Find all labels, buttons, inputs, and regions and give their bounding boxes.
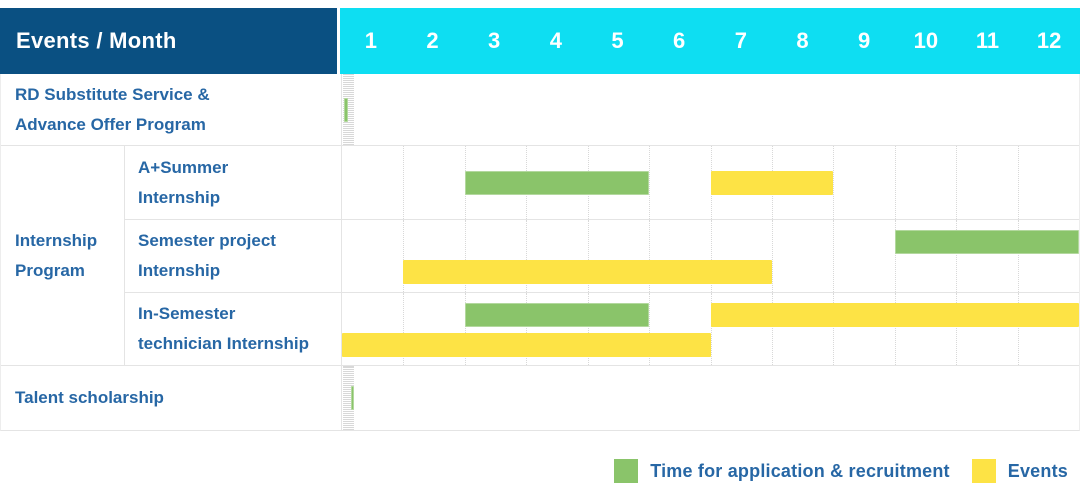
- gantt-section: RD Substitute Service & Advance Offer Pro…: [1, 74, 1079, 145]
- application-bar: [894, 230, 1079, 254]
- row-label: RD Substitute Service & Advance Offer Pro…: [15, 84, 210, 134]
- month-slot: [771, 220, 833, 292]
- month-slot: [342, 146, 403, 219]
- row-label: In-Semester technician Internship: [138, 304, 309, 353]
- month-slot: [348, 74, 349, 145]
- month-slot: [344, 366, 345, 430]
- legend-item-events: Events: [971, 459, 1068, 483]
- application-bar: [464, 170, 650, 195]
- month-slot: [833, 146, 894, 219]
- month-slot: [956, 220, 1017, 292]
- legend: Time for application & recruitment Event…: [0, 459, 1080, 483]
- legend-events-label: Events: [1007, 460, 1068, 481]
- events-month-header-label: Events / Month: [0, 8, 340, 74]
- month-slot: [1017, 220, 1079, 292]
- gantt-row: RD Substitute Service & Advance Offer Pro…: [1, 74, 354, 145]
- month-slot: [403, 293, 464, 365]
- application-bar: [351, 386, 354, 410]
- month-grid: [341, 220, 1079, 292]
- event-bar: [403, 260, 772, 284]
- month-slot: [649, 293, 710, 365]
- month-header-cell: 2: [426, 28, 439, 53]
- month-header-cell: 10: [913, 28, 939, 53]
- month-slot: [343, 366, 344, 430]
- gantt-table: Events / Month 1 2 3 4 5 6 7 8 9 10 11 12 RD Substi…: [0, 8, 1080, 431]
- month-slot: [894, 146, 956, 219]
- month-header-cell: 1: [364, 28, 377, 53]
- month-slot: [771, 293, 833, 365]
- month-slot: [587, 293, 649, 365]
- gantt-section: Internship Program A+Summer Internship Semes…: [1, 145, 1079, 365]
- month-slot: [710, 220, 772, 292]
- legend-application-label: Time for application & recruitment: [650, 460, 950, 481]
- event-bar: [710, 170, 834, 195]
- month-slot: [403, 220, 464, 292]
- gantt-body: RD Substitute Service & Advance Offer Pro…: [0, 74, 1080, 431]
- month-header-cell: 12: [1036, 28, 1062, 53]
- month-header-row: 1 2 3 4 5 6 7 8 9 10 11 12: [340, 8, 1080, 74]
- month-slot: [346, 366, 347, 430]
- month-grid: [341, 74, 354, 145]
- application-bar: [344, 97, 348, 122]
- month-slot: [349, 74, 350, 145]
- month-header-cell: 6: [673, 28, 686, 53]
- month-header-cell: 8: [796, 28, 809, 53]
- month-slot: [352, 74, 353, 145]
- month-slot: [956, 146, 1017, 219]
- month-header-cell: 9: [858, 28, 871, 53]
- month-slot: [345, 366, 346, 430]
- month-slot: [343, 74, 344, 145]
- event-color-swatch: [971, 459, 996, 483]
- month-header-cell: 3: [488, 28, 501, 53]
- month-slot: [710, 293, 772, 365]
- month-slot: [348, 366, 349, 430]
- month-grid: [341, 366, 354, 430]
- month-slot: [350, 74, 351, 145]
- gantt-row: In-Semester technician Internship: [125, 292, 1079, 365]
- month-slot: [894, 220, 956, 292]
- month-slot: [833, 293, 894, 365]
- application-color-swatch: [614, 459, 639, 483]
- gantt-row: Semester project Internship: [125, 219, 1079, 292]
- month-header-cell: 7: [734, 28, 747, 53]
- row-label: Talent scholarship: [15, 388, 164, 407]
- event-bar: [710, 303, 1079, 327]
- month-slot: [526, 220, 587, 292]
- month-slot: [351, 74, 352, 145]
- gantt-section: Talent scholarship: [1, 365, 1079, 430]
- month-header-cell: 11: [975, 28, 1000, 53]
- application-bar: [464, 303, 650, 327]
- month-slot: [649, 146, 710, 219]
- month-slot: [350, 366, 351, 430]
- month-slot: [1017, 146, 1079, 219]
- month-slot: [587, 220, 649, 292]
- group-label: Internship Program: [1, 146, 125, 365]
- month-slot: [956, 293, 1017, 365]
- month-slot: [464, 220, 526, 292]
- gantt-row: Talent scholarship: [1, 366, 354, 430]
- month-slot: [342, 220, 403, 292]
- month-slot: [649, 220, 710, 292]
- month-grid: [341, 293, 1079, 365]
- month-slot: [526, 293, 587, 365]
- month-slot: [1017, 293, 1079, 365]
- month-slot: [403, 146, 464, 219]
- gantt-row: A+Summer Internship: [125, 146, 1079, 219]
- month-header-cell: 5: [611, 28, 624, 53]
- month-slot: [464, 293, 526, 365]
- month-slot: [353, 74, 354, 145]
- row-label: A+Summer Internship: [138, 157, 229, 207]
- month-slot: [349, 366, 350, 430]
- month-header-cell: 4: [549, 28, 562, 53]
- legend-item-application: Time for application & recruitment: [614, 459, 950, 483]
- month-grid: [341, 146, 1079, 219]
- month-slot: [894, 293, 956, 365]
- group-rows: A+Summer Internship Semester project Intern…: [125, 146, 1079, 365]
- row-label: Semester project Internship: [138, 231, 276, 280]
- event-bar: [342, 333, 711, 357]
- month-slot: [347, 366, 348, 430]
- header-row: Events / Month 1 2 3 4 5 6 7 8 9 10 11 12: [0, 8, 1080, 74]
- month-slot: [833, 220, 894, 292]
